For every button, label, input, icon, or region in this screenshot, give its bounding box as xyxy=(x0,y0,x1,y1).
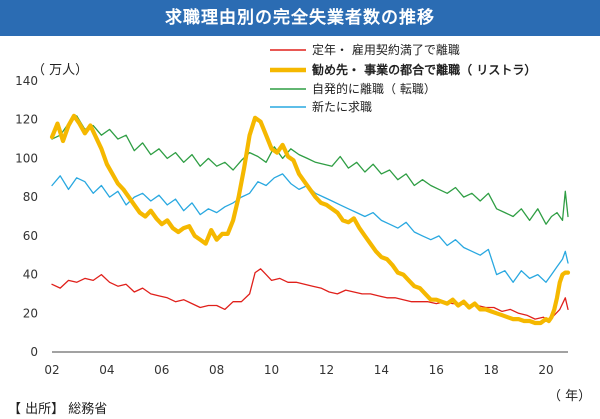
chart-axes: 0 20 40 60 80 100 120 140 02 04 06 08 10 12 14 16 18 20 xyxy=(15,74,568,377)
y-unit-label: （ 万人） xyxy=(32,63,89,78)
series-line-1 xyxy=(49,113,571,326)
y-tick-label: 80 xyxy=(23,190,38,204)
x-tick-label: 10 xyxy=(264,363,279,377)
x-tick-label: 08 xyxy=(209,363,224,377)
x-tick-label: 02 xyxy=(44,363,59,377)
chart-title: 求職理由別の完全失業者数の推移 xyxy=(0,0,600,36)
x-tick-label: 16 xyxy=(429,363,444,377)
legend-label-2: 自発的に離職（ 転職） xyxy=(312,81,436,96)
x-tick-label: 18 xyxy=(484,363,499,377)
x-tick-label: 04 xyxy=(99,363,114,377)
y-tick-label: 20 xyxy=(23,306,38,320)
x-tick-label: 06 xyxy=(154,363,169,377)
x-tick-label: 20 xyxy=(538,363,553,377)
legend-label-3: 新たに求職 xyxy=(312,99,372,114)
x-tick-label: 12 xyxy=(319,363,334,377)
y-tick-label: 100 xyxy=(15,151,38,165)
series-line-0 xyxy=(51,268,569,322)
y-tick-label: 120 xyxy=(15,113,38,127)
source-note: 【 出所】 総務省 xyxy=(8,402,108,417)
legend-label-1: 勧め先・ 事業の都合で離職（ リストラ） xyxy=(312,62,536,77)
x-unit-label: （ 年） xyxy=(548,389,592,404)
y-tick-label: 60 xyxy=(23,229,38,243)
y-tick-label: 140 xyxy=(15,74,38,88)
legend-label-0: 定年・ 雇用契約満了で離職 xyxy=(312,42,460,57)
x-tick-label: 14 xyxy=(374,363,389,377)
series-line-3 xyxy=(51,173,569,283)
y-tick-label: 0 xyxy=(30,345,38,359)
y-tick-label: 40 xyxy=(23,268,38,282)
chart-series xyxy=(49,113,571,326)
series-line-2 xyxy=(51,115,569,225)
